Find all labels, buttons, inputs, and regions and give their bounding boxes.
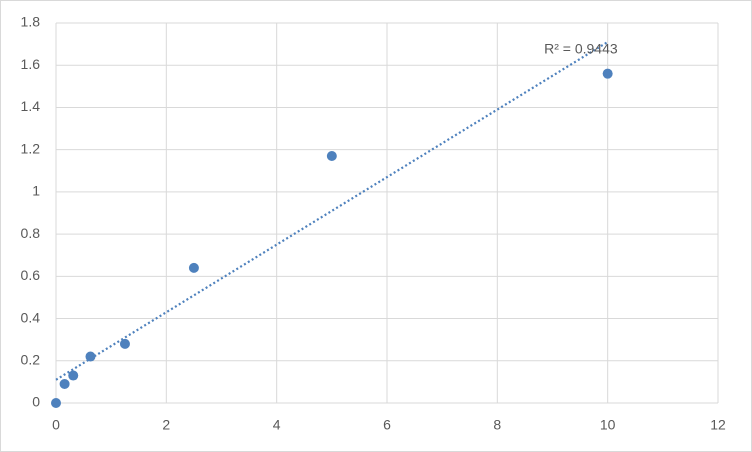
y-tick-label: 0.2 [21, 351, 41, 367]
data-point [68, 370, 79, 381]
x-tick-label: 2 [162, 417, 170, 433]
x-tick-label: 12 [710, 417, 726, 433]
y-tick-label: 1 [32, 183, 40, 199]
y-tick-label: 0 [32, 394, 40, 410]
trendline-label: R² = 0.9443 [544, 41, 618, 57]
data-point [119, 338, 130, 349]
data-point [602, 68, 613, 79]
x-tick-label: 4 [273, 417, 281, 433]
y-tick-label: 0.4 [21, 309, 41, 325]
y-tick-label: 1.4 [21, 98, 41, 114]
x-tick-label: 10 [600, 417, 616, 433]
x-tick-label: 6 [383, 417, 391, 433]
data-point [59, 379, 70, 389]
data-point [85, 351, 96, 362]
x-tick-label: 8 [493, 417, 501, 433]
data-point [51, 398, 61, 408]
y-tick-label: 1.8 [21, 14, 41, 30]
y-tick-label: 0.8 [21, 225, 41, 241]
data-point [188, 262, 199, 273]
y-tick-label: 0.6 [21, 267, 41, 283]
data-point [326, 151, 337, 161]
y-tick-label: 1.2 [21, 140, 41, 156]
x-tick-label: 0 [52, 417, 60, 433]
y-tick-label: 1.6 [21, 56, 41, 72]
